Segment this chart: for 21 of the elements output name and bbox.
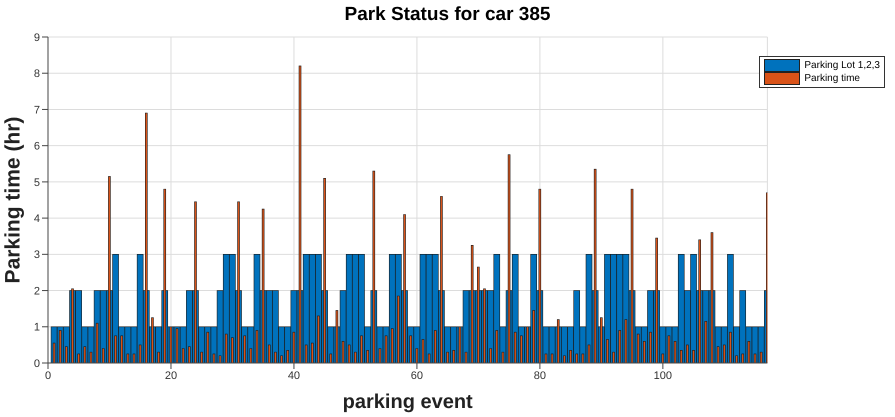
y-tick-label: 0 — [34, 358, 40, 370]
x-tick-label: 60 — [410, 370, 424, 382]
chart-title: Park Status for car 385 — [344, 4, 552, 26]
y-tick-label: 6 — [34, 140, 40, 153]
x-tick-label: 80 — [534, 370, 546, 382]
y-axis-title: Parking time (hr) — [1, 116, 24, 284]
legend-label: Parking time — [804, 72, 860, 85]
y-tick-label: 7 — [34, 104, 40, 116]
x-tick-label: 0 — [44, 370, 52, 382]
y-tick-label: 4 — [34, 213, 40, 226]
y-tick-label: 2 — [34, 285, 40, 298]
y-tick-label: 5 — [34, 176, 40, 189]
y-tick-label: 1 — [34, 322, 40, 334]
x-axis-title: parking event — [342, 391, 474, 413]
legend-label: Parking Lot 1,2,3 — [804, 59, 880, 72]
y-tick-label: 9 — [34, 32, 40, 44]
y-tick-label: 8 — [34, 68, 40, 80]
x-tick-label: 40 — [288, 370, 300, 382]
x-tick-label: 100 — [654, 370, 672, 382]
x-tick-label: 20 — [164, 370, 178, 382]
y-tick-label: 3 — [34, 249, 40, 262]
